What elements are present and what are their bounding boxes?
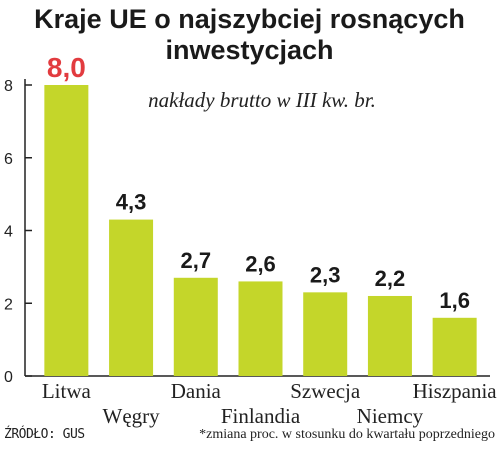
bar [173, 277, 218, 376]
category-label: Szwecja [290, 379, 361, 403]
value-label: 8,0 [47, 52, 86, 83]
value-label: 1,6 [439, 288, 470, 313]
footnote: *zmiana proc. w stosunku do kwartału pop… [199, 427, 495, 442]
bar [44, 85, 89, 376]
category-label: Niemcy [357, 404, 424, 428]
y-axis: 0 2 4 6 8 [4, 78, 490, 386]
chart-subtitle: nakłady brutto w III kw. br. [148, 88, 376, 112]
bar [303, 292, 348, 376]
value-label: 2,7 [180, 248, 211, 273]
y-tick-label: 6 [4, 151, 13, 168]
category-label: Dania [171, 379, 222, 403]
bars [44, 85, 477, 376]
source-note: ŹRÓDŁO: GUS [4, 427, 85, 442]
value-label: 2,2 [375, 266, 406, 291]
y-tick-label: 2 [4, 296, 13, 313]
chart-title-line-2: inwestycjach [165, 35, 334, 65]
category-label: Węgry [103, 404, 161, 428]
bar [238, 281, 283, 376]
category-label: Finlandia [221, 404, 301, 428]
value-label: 2,3 [310, 262, 341, 287]
chart-title-line-1: Kraje UE o najszybciej rosnących [34, 4, 465, 34]
chart-title: Kraje UE o najszybciej rosnących inwesty… [0, 4, 499, 66]
bar [109, 219, 154, 376]
category-label: Hiszpania [413, 379, 498, 403]
value-label: 2,6 [245, 251, 276, 276]
category-labels: Litwa Węgry DaniaFinlandiaSzwecjaNiemcyHis… [42, 379, 497, 428]
value-labels: 8,0 4,3 2,7 2,6 2,3 2,2 1,6 [47, 52, 470, 313]
y-tick-label: 4 [4, 224, 13, 241]
category-label: Litwa [42, 379, 92, 403]
y-tick-label: 0 [4, 369, 13, 386]
bar [367, 295, 412, 376]
value-label: 4,3 [116, 190, 147, 215]
bar [432, 317, 477, 376]
y-tick-label: 8 [4, 78, 13, 95]
